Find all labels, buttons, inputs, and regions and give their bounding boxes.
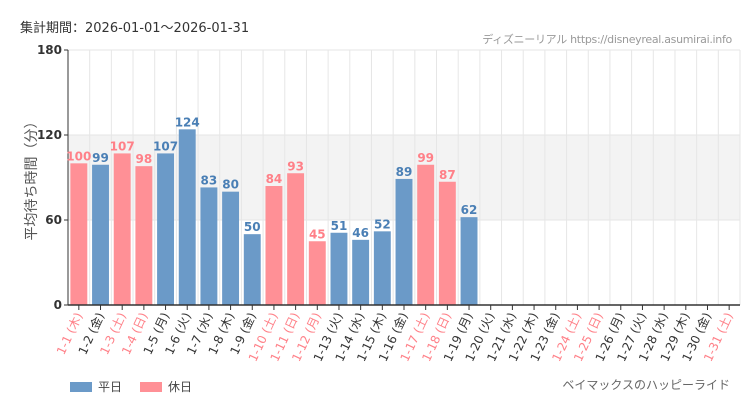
site-credit: ディズニーリアル https://disneyreal.asumirai.inf…: [482, 33, 732, 46]
bar: [200, 187, 218, 305]
bar: [308, 241, 326, 305]
bar: [373, 231, 391, 305]
bar: [157, 153, 175, 305]
bar: [178, 129, 196, 305]
data-label: 83: [201, 173, 218, 187]
legend: 平日 休日: [70, 378, 192, 395]
legend-label: 休日: [168, 380, 193, 394]
legend-swatch-holiday: [140, 382, 163, 392]
data-label: 89: [396, 165, 413, 179]
attraction-name: ベイマックスのハッピーライド: [562, 378, 730, 392]
data-label: 124: [175, 115, 200, 129]
data-label: 80: [222, 178, 239, 192]
bar: [70, 163, 88, 305]
legend-swatch-weekday: [70, 382, 92, 392]
y-tick-label: 0: [54, 298, 62, 312]
data-label: 45: [309, 227, 326, 241]
data-label: 50: [244, 220, 261, 234]
legend-weekday: 平日: [70, 378, 122, 395]
data-label: 100: [66, 149, 91, 163]
data-label: 99: [417, 151, 434, 165]
bar: [438, 181, 456, 305]
data-label: 87: [439, 168, 456, 182]
bar: [113, 153, 131, 305]
data-label: 84: [266, 172, 283, 186]
bar: [395, 178, 413, 305]
data-label: 46: [352, 226, 369, 240]
y-tick-label: 180: [37, 43, 62, 57]
data-label: 98: [136, 152, 153, 166]
y-tick-label: 120: [37, 128, 62, 142]
data-label: 99: [92, 151, 109, 165]
data-label: 62: [461, 203, 478, 217]
period-label: 集計期間：2026-01-01～2026-01-31: [20, 21, 250, 36]
legend-holiday: 休日: [140, 378, 192, 395]
bar: [330, 232, 348, 305]
bar: [135, 166, 153, 305]
data-label: 107: [153, 139, 178, 153]
bar: [287, 173, 305, 305]
bar: [352, 239, 370, 305]
data-label: 107: [110, 139, 135, 153]
data-label: 93: [287, 159, 304, 173]
data-label: 51: [331, 219, 348, 233]
y-axis-label: 平均待ち時間（分）: [24, 115, 40, 241]
bar: [460, 217, 478, 305]
bar: [92, 164, 109, 305]
bar: [243, 234, 261, 305]
bar: [417, 164, 435, 305]
bar: [222, 191, 240, 305]
data-label: 52: [374, 217, 391, 231]
y-tick-label: 60: [45, 213, 62, 227]
bar: [265, 186, 283, 305]
legend-label: 平日: [98, 380, 123, 394]
